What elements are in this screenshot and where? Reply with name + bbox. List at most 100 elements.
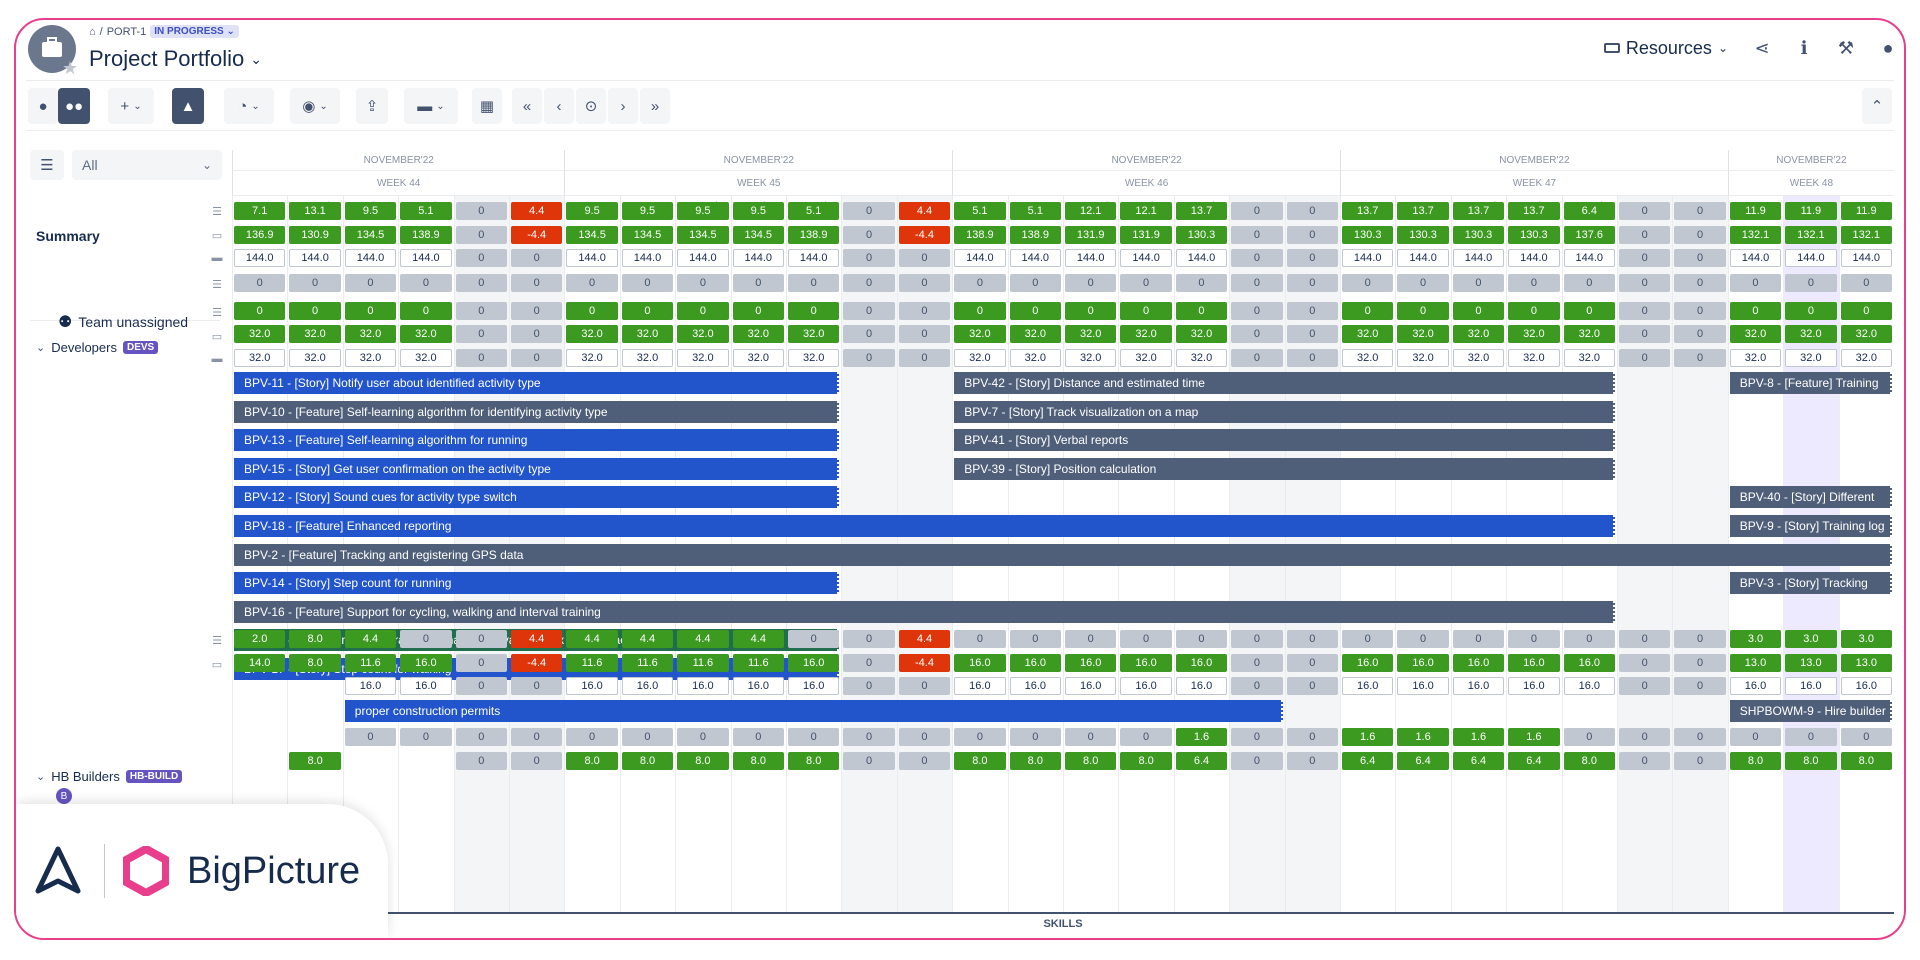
capacity-cell[interactable]: 6.4: [1508, 752, 1560, 770]
capacity-cell[interactable]: 32.0: [1175, 325, 1228, 343]
capacity-cell[interactable]: 0: [511, 752, 563, 770]
capacity-cell[interactable]: 32.0: [1120, 325, 1172, 343]
capacity-cell[interactable]: 144.0: [1729, 249, 1782, 267]
capacity-cell[interactable]: 0: [1286, 202, 1338, 220]
capacity-cell[interactable]: 8.0: [621, 752, 674, 770]
capacity-cell[interactable]: 3.0: [1729, 630, 1782, 648]
task-bar[interactable]: BPV-12 - [Story] Sound cues for activity…: [234, 486, 840, 509]
first-page-icon[interactable]: «: [512, 88, 542, 124]
capacity-cell[interactable]: 0: [1619, 752, 1671, 770]
capacity-cell[interactable]: 0: [1674, 654, 1726, 672]
capacity-cell[interactable]: 138.9: [954, 226, 1006, 244]
capacity-cell[interactable]: 0: [732, 302, 784, 320]
capacity-cell[interactable]: 0: [1009, 302, 1061, 320]
capacity-cell[interactable]: 0: [1508, 630, 1560, 648]
capacity-cell[interactable]: 0: [843, 226, 895, 244]
capacity-cell[interactable]: 32.0: [677, 325, 729, 343]
capacity-cell[interactable]: 9.5: [621, 202, 674, 220]
team-unassigned-row[interactable]: ⚉ Team unassigned: [36, 312, 188, 332]
task-bar[interactable]: BPV-16 - [Feature] Support for cycling, …: [234, 600, 1615, 623]
capacity-icon[interactable]: ▭: [211, 330, 223, 343]
capacity-cell[interactable]: 12.1: [1120, 202, 1172, 220]
capacity-cell[interactable]: 8.0: [954, 752, 1006, 770]
capacity-cell[interactable]: 144.0: [1065, 249, 1117, 267]
capacity-cell[interactable]: 16.0: [1452, 654, 1505, 672]
capacity-cell[interactable]: 0: [1120, 630, 1172, 648]
capacity-cell[interactable]: 1.6: [1508, 728, 1560, 746]
capacity-cell[interactable]: 5.1: [1009, 202, 1061, 220]
capacity-cell[interactable]: 16.0: [1397, 677, 1449, 695]
capacity-cell[interactable]: 0: [843, 274, 895, 292]
capacity-cell[interactable]: 144.0: [400, 249, 452, 267]
capacity-cell[interactable]: 0: [1785, 302, 1837, 320]
capacity-cell[interactable]: 144.0: [621, 249, 674, 267]
capacity-cell[interactable]: 0: [1619, 325, 1671, 343]
capacity-cell[interactable]: 16.0: [788, 677, 840, 695]
capacity-icon[interactable]: ▭: [211, 658, 223, 671]
capacity-cell[interactable]: 144.0: [1342, 249, 1394, 267]
capacity-cell[interactable]: 0: [954, 728, 1006, 746]
task-bar[interactable]: BPV-41 - [Story] Verbal reports: [954, 429, 1615, 452]
capacity-cell[interactable]: 32.0: [1508, 325, 1560, 343]
capacity-cell[interactable]: 3.0: [1785, 630, 1837, 648]
task-bar[interactable]: BPV-13 - [Feature] Self-learning algorit…: [234, 429, 840, 452]
capacity-cell[interactable]: 13.7: [1452, 202, 1505, 220]
capacity-cell[interactable]: 0: [1120, 302, 1172, 320]
capacity-cell[interactable]: 8.0: [566, 752, 618, 770]
capacity-cell[interactable]: 0: [1286, 274, 1338, 292]
breadcrumb-key[interactable]: PORT-1: [106, 25, 147, 38]
task-bar[interactable]: BPV-3 - [Story] Tracking: [1729, 572, 1892, 595]
capacity-cell[interactable]: 0: [455, 349, 507, 367]
task-bar[interactable]: BPV-14 - [Story] Step count for running: [234, 572, 840, 595]
capacity-cell[interactable]: 0: [1342, 630, 1394, 648]
capacity-cell[interactable]: 4.4: [898, 630, 951, 648]
capacity-cell[interactable]: 9.5: [344, 202, 397, 220]
task-bar[interactable]: BPV-15 - [Story] Get user confirmation o…: [234, 457, 840, 480]
collapse-icon[interactable]: ⌃: [1862, 88, 1892, 124]
capacity-cell[interactable]: 5.1: [954, 202, 1006, 220]
capacity-cell[interactable]: 4.4: [511, 630, 563, 648]
capacity-cell[interactable]: 144.0: [234, 249, 286, 267]
capacity-cell[interactable]: 32.0: [677, 349, 729, 367]
capacity-cell[interactable]: 130.3: [1397, 226, 1449, 244]
tasks-icon[interactable]: ☰: [212, 306, 222, 319]
capacity-cell[interactable]: 130.3: [1175, 226, 1228, 244]
capacity-cell[interactable]: 0: [1175, 302, 1228, 320]
capacity-cell[interactable]: 0: [511, 274, 563, 292]
capacity-cell[interactable]: 0: [1175, 630, 1228, 648]
capacity-cell[interactable]: 32.0: [1840, 325, 1892, 343]
task-bar[interactable]: BPV-7 - [Story] Track visualization on a…: [954, 400, 1615, 423]
capacity-cell[interactable]: 0: [566, 274, 618, 292]
capacity-cell[interactable]: 0: [1231, 202, 1283, 220]
capacity-cell[interactable]: 32.0: [1840, 349, 1892, 367]
capacity-cell[interactable]: 0: [1619, 226, 1671, 244]
filter-select[interactable]: All ⌄: [72, 150, 222, 180]
capacity-cell[interactable]: 32.0: [344, 325, 397, 343]
capacity-cell[interactable]: 0: [1342, 302, 1394, 320]
capacity-cell[interactable]: 0: [455, 728, 507, 746]
capacity-cell[interactable]: 0: [455, 752, 507, 770]
capacity-cell[interactable]: 11.6: [677, 654, 729, 672]
capacity-cell[interactable]: 0: [1619, 677, 1671, 695]
capacity-cell[interactable]: 4.4: [677, 630, 729, 648]
capacity-cell[interactable]: 0: [1619, 274, 1671, 292]
capacity-cell[interactable]: 137.6: [1563, 226, 1615, 244]
capacity-cell[interactable]: 0: [1231, 677, 1283, 695]
capacity-cell[interactable]: 0: [1563, 302, 1615, 320]
capacity-cell[interactable]: 32.0: [1009, 349, 1061, 367]
single-user-icon[interactable]: ●: [28, 88, 58, 124]
capacity-cell[interactable]: 0: [1286, 302, 1338, 320]
summary-row[interactable]: Summary: [36, 228, 100, 244]
capacity-cell[interactable]: 1.6: [1175, 728, 1228, 746]
capacity-cell[interactable]: 6.4: [1397, 752, 1449, 770]
capacity-cell[interactable]: 32.0: [1120, 349, 1172, 367]
page-title[interactable]: Project Portfolio ⌄: [89, 46, 263, 71]
capacity-cell[interactable]: 0: [400, 302, 452, 320]
star-icon[interactable]: ★: [62, 58, 79, 78]
capacity-cell[interactable]: 0: [234, 302, 286, 320]
capacity-cell[interactable]: 32.0: [788, 325, 840, 343]
capacity-cell[interactable]: 134.5: [621, 226, 674, 244]
capacity-cell[interactable]: 131.9: [1065, 226, 1117, 244]
capacity-cell[interactable]: 32.0: [1508, 349, 1560, 367]
capacity-cell[interactable]: 0: [511, 325, 563, 343]
